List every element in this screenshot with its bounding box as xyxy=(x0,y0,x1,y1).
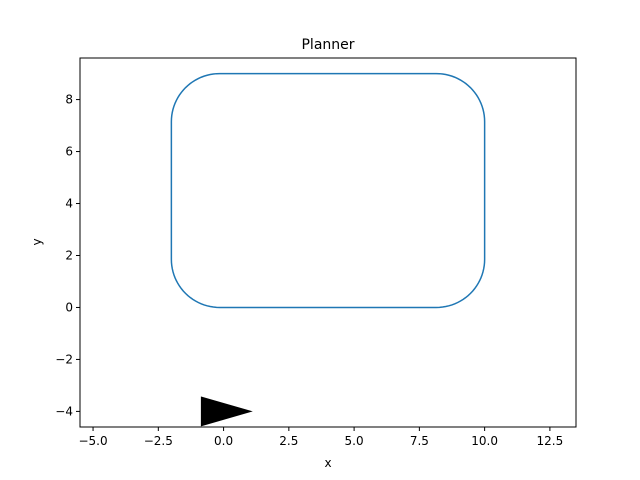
x-axis-label: x xyxy=(324,456,331,470)
planned-path-line xyxy=(170,72,486,309)
x-tick-label: 10.0 xyxy=(471,434,498,448)
vehicle-marker xyxy=(200,396,253,427)
x-tick-label: 0.0 xyxy=(214,434,233,448)
y-tick-label: 0 xyxy=(65,300,73,314)
x-tick-label: 5.0 xyxy=(345,434,364,448)
plot-frame xyxy=(79,57,577,428)
x-tick-label: −2.5 xyxy=(144,434,173,448)
y-tick-label: 2 xyxy=(65,248,73,262)
y-tick-label: 6 xyxy=(65,145,73,159)
y-axis-label: y xyxy=(30,238,44,245)
chart-title: Planner xyxy=(301,37,354,53)
x-tick-label: 2.5 xyxy=(279,434,298,448)
x-tick-label: 7.5 xyxy=(410,434,429,448)
y-tick-label: −2 xyxy=(55,352,73,366)
x-tick-label: −5.0 xyxy=(78,434,107,448)
y-tick-label: 8 xyxy=(65,93,73,107)
y-tick-label: −4 xyxy=(55,404,73,418)
x-tick-label: 12.5 xyxy=(537,434,564,448)
y-tick-label: 4 xyxy=(65,197,73,211)
